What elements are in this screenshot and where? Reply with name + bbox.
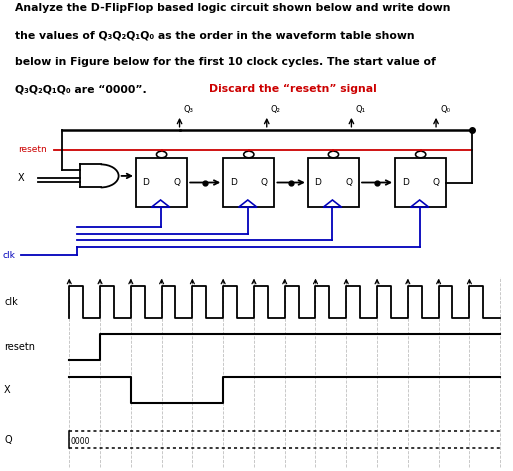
Text: Analyze the D-FlipFlop based logic circuit shown below and write down: Analyze the D-FlipFlop based logic circu… (15, 3, 451, 13)
Circle shape (244, 151, 254, 158)
Text: X: X (4, 385, 11, 395)
Text: Q: Q (261, 178, 268, 187)
Text: Q₁: Q₁ (356, 105, 365, 114)
Circle shape (328, 151, 339, 158)
Text: resetn: resetn (4, 342, 35, 352)
Bar (308, 158, 359, 207)
Text: D: D (402, 178, 408, 187)
Text: Q₀: Q₀ (440, 105, 450, 114)
Text: D: D (230, 178, 236, 187)
Bar (395, 158, 446, 207)
Text: D: D (143, 178, 149, 187)
Bar (136, 158, 187, 207)
Text: clk: clk (3, 251, 15, 260)
Text: resetn: resetn (18, 145, 47, 154)
Text: 0000: 0000 (70, 437, 90, 446)
Text: X: X (18, 172, 25, 183)
Text: Q: Q (4, 435, 12, 445)
Text: Q₃: Q₃ (184, 105, 193, 114)
Bar (223, 158, 274, 207)
Text: Q: Q (432, 178, 440, 187)
Text: clk: clk (4, 297, 18, 307)
Text: Q₃Q₂Q₁Q₀ are “0000”.: Q₃Q₂Q₁Q₀ are “0000”. (15, 84, 147, 95)
Circle shape (156, 151, 167, 158)
Text: the values of Q₃Q₂Q₁Q₀ as the order in the waveform table shown: the values of Q₃Q₂Q₁Q₀ as the order in t… (15, 30, 415, 41)
Text: Q: Q (173, 178, 181, 187)
Text: Q₂: Q₂ (271, 105, 281, 114)
Text: below in Figure below for the first 10 clock cycles. The start value of: below in Figure below for the first 10 c… (15, 57, 436, 67)
Circle shape (416, 151, 426, 158)
Text: D: D (314, 178, 321, 187)
Text: Discard the “resetn” signal: Discard the “resetn” signal (209, 84, 377, 95)
Text: Q: Q (345, 178, 352, 187)
